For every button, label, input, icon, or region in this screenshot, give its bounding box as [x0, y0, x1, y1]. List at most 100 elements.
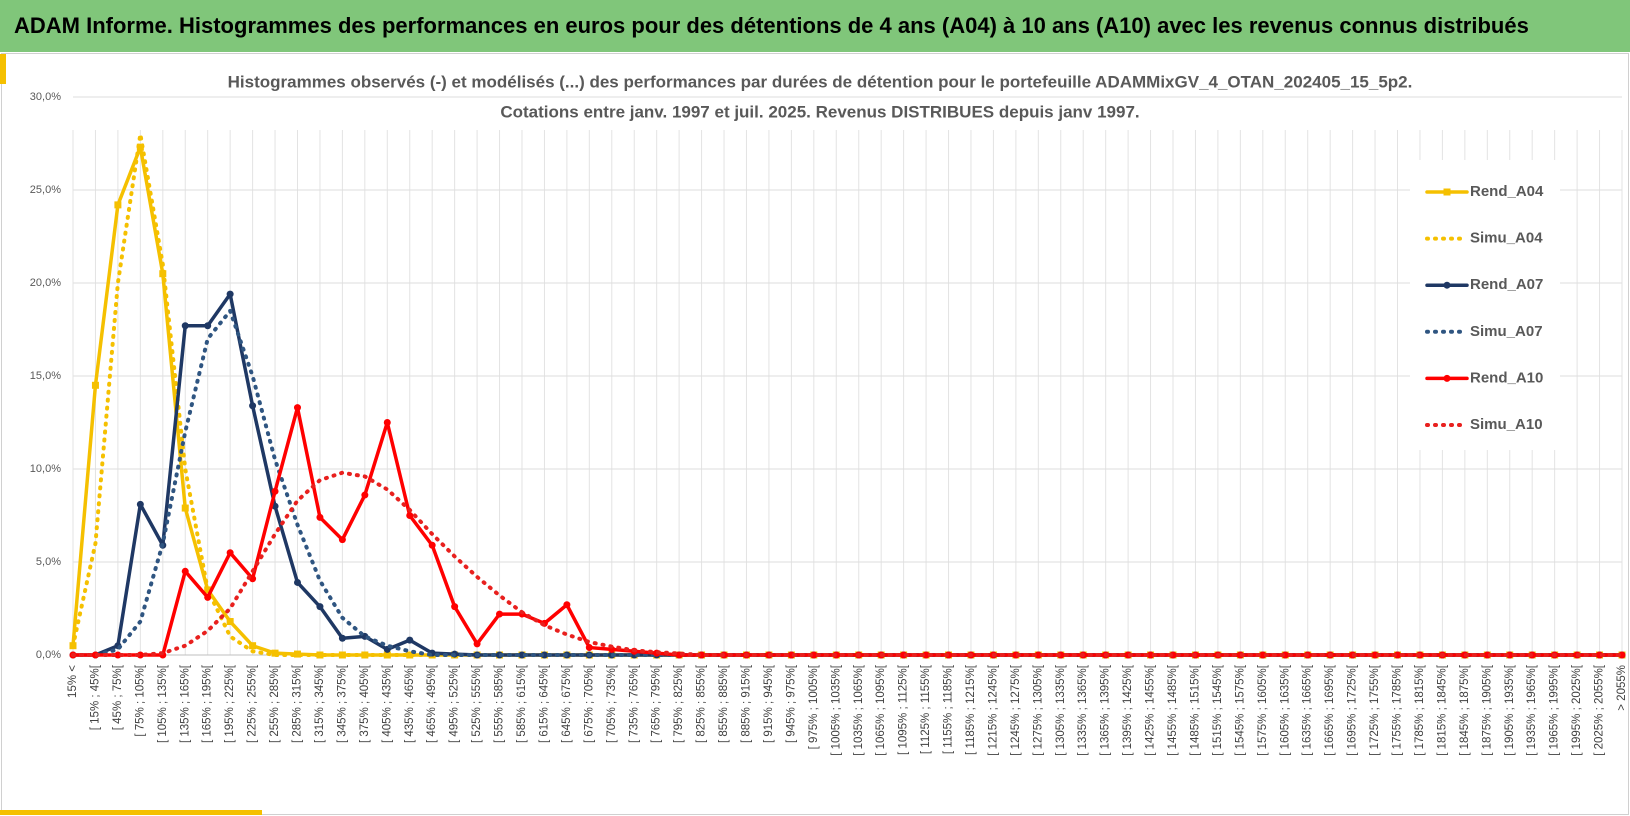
legend-label: Rend_A07 [1470, 276, 1543, 293]
x-tick-label: [ 615% ; 645%[ [538, 664, 550, 743]
series-line [71, 292, 1624, 657]
y-tick-label: 25,0% [30, 184, 61, 196]
x-tick-label: [ 1935% ; 1965%[ [1526, 664, 1538, 756]
x-tick-label: [ 1425% ; 1455%[ [1145, 664, 1157, 756]
x-tick-label: [ 1395% ; 1425%[ [1122, 664, 1134, 756]
x-tick-label: [ 225% ; 255%[ [247, 664, 259, 743]
x-tick-label: [ 1245% ; 1275%[ [1010, 664, 1022, 756]
marker [249, 642, 257, 650]
marker [451, 603, 459, 611]
x-tick-label: [ 195% ; 225%[ [224, 664, 236, 743]
marker [361, 491, 369, 499]
legend-label: Simu_A07 [1470, 323, 1543, 340]
legend-label: Simu_A10 [1470, 416, 1543, 433]
x-tick-label: [ 1185% ; 1215%[ [965, 664, 977, 755]
x-tick-label: [ 1155% ; 1185%[ [943, 664, 955, 754]
chart-frame [1, 53, 1629, 815]
marker [114, 651, 122, 659]
marker [181, 504, 189, 512]
marker [406, 636, 414, 644]
legend-label: Rend_A04 [1470, 183, 1544, 200]
x-tick-label: [ 1125% ; 1155%[ [920, 664, 932, 754]
x-tick-label: [ 135% ; 165%[ [179, 664, 191, 743]
marker [271, 487, 279, 495]
marker [181, 322, 189, 330]
marker [810, 651, 818, 659]
x-tick-label: [ 1755% ; 1785%[ [1392, 664, 1404, 756]
x-tick-label: [ 945% ; 975%[ [785, 664, 797, 743]
marker [922, 651, 930, 659]
legend-label: Simu_A04 [1470, 230, 1543, 247]
marker [1034, 651, 1042, 659]
y-tick-label: 30,0% [30, 91, 61, 103]
legend-box [1410, 160, 1560, 450]
x-tick-label: [ 1485% ; 1515%[ [1189, 664, 1201, 756]
x-tick-label: [ 1965% ; 1995%[ [1549, 664, 1561, 756]
legend-marker [1443, 374, 1451, 382]
marker [383, 419, 391, 426]
x-tick-label: [ 1305% ; 1335%[ [1055, 664, 1067, 756]
y-tick-label: 20,0% [30, 277, 61, 289]
y-tick-label: 5,0% [36, 556, 61, 568]
x-tick-label: [ 2025% ; 2055%[ [1594, 664, 1606, 756]
x-tick-label: [ 1725% ; 1755%[ [1369, 664, 1381, 756]
marker [1147, 651, 1155, 659]
x-tick-label: [ 495% ; 525%[ [449, 664, 461, 743]
x-tick-label: [ 465% ; 495%[ [426, 664, 438, 743]
marker [316, 603, 324, 611]
marker [406, 651, 414, 659]
marker [226, 549, 234, 557]
marker [316, 651, 324, 659]
legend-marker [1443, 188, 1451, 196]
x-tick-label: [ 735% ; 765%[ [628, 664, 640, 743]
x-tick-label: [ 45% ; 75%[ [112, 664, 124, 730]
x-tick-label: [ 1065% ; 1095%[ [875, 664, 887, 756]
x-tick-label: [ 1365% ; 1395%[ [1100, 664, 1112, 756]
marker [204, 593, 212, 601]
series-line [71, 470, 1624, 657]
series-line [71, 405, 1624, 657]
x-tick-label: [ 915% ; 945%[ [763, 664, 775, 743]
marker [91, 381, 99, 389]
x-tick-label: [ 585% ; 615%[ [516, 664, 528, 743]
header-bar [0, 0, 1630, 52]
x-tick-label: [ 1095% ; 1125%[ [898, 664, 910, 755]
x-tick-label: [ 1785% ; 1815%[ [1414, 664, 1426, 756]
x-tick-label: [ 855% ; 885%[ [718, 664, 730, 743]
legend-label: Rend_A10 [1470, 369, 1543, 386]
x-tick-label: [ 1005% ; 1035%[ [830, 664, 842, 756]
x-tick-label: [ 525% ; 555%[ [471, 664, 483, 743]
marker [338, 536, 346, 544]
series-line [71, 308, 1624, 657]
x-tick-label: [ 75% ; 105%[ [134, 664, 146, 736]
x-tick-label: [ 1845% ; 1875%[ [1459, 664, 1471, 756]
marker [226, 290, 234, 298]
x-tick-label: [ 1605% ; 1635%[ [1279, 664, 1291, 756]
x-tick-label: [ 1215% ; 1245%[ [987, 664, 999, 756]
x-tick-label: [ 675% ; 705%[ [583, 664, 595, 743]
marker [473, 640, 481, 648]
x-tick-label: [ 1035% ; 1065%[ [853, 664, 865, 756]
marker [1259, 651, 1267, 659]
marker [1506, 651, 1514, 659]
x-tick-label: [ 645% ; 675%[ [561, 664, 573, 743]
chart-title: Histogrammes observés (-) et modélisés (… [228, 72, 1413, 91]
x-tick-label: [ 1635% ; 1665%[ [1302, 664, 1314, 756]
y-tick-label: 15,0% [30, 370, 61, 382]
x-tick-label: [ 285% ; 315%[ [292, 664, 304, 743]
x-tick-label: [ 1665% ; 1695%[ [1324, 664, 1336, 756]
marker [338, 634, 346, 642]
marker [293, 578, 301, 586]
x-tick-label: [ 795% ; 825%[ [673, 664, 685, 743]
y-tick-label: 0,0% [36, 649, 61, 661]
x-tick-label: [ 1815% ; 1845%[ [1436, 664, 1448, 756]
x-tick-label: [ 765% ; 795%[ [651, 664, 663, 743]
x-tick-label: [ 1575% ; 1605%[ [1257, 664, 1269, 756]
x-tick-label: [ 1905% ; 1935%[ [1504, 664, 1516, 756]
accent [0, 810, 262, 815]
marker [563, 601, 571, 609]
x-tick-label: [ 1515% ; 1545%[ [1212, 664, 1224, 756]
x-tick-label: 15% < [67, 665, 79, 698]
